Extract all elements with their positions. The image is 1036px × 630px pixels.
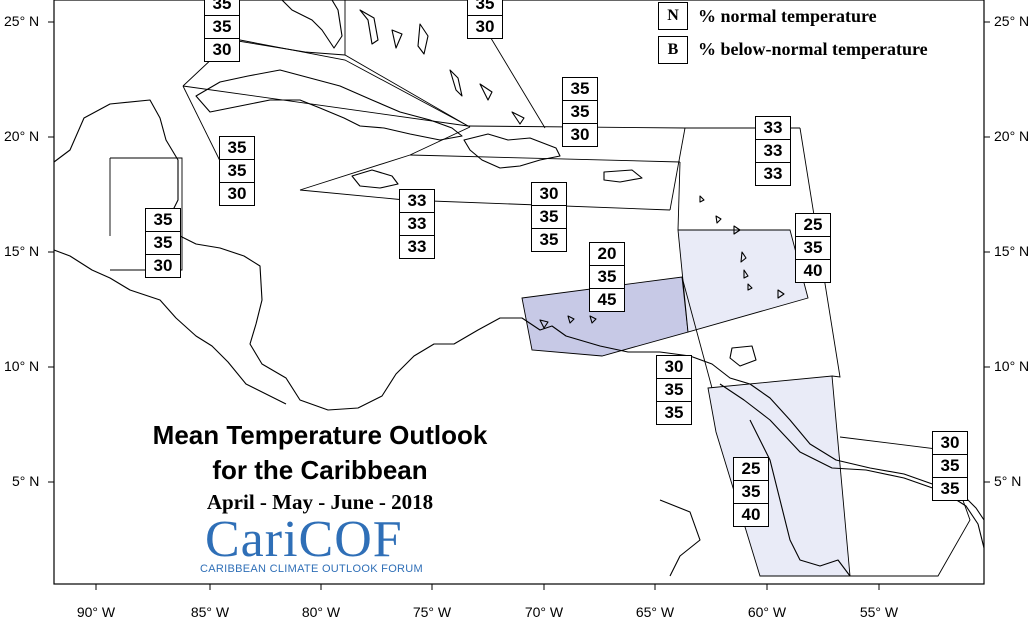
- stack-cell: 35: [146, 231, 180, 254]
- stack-cell: 40: [796, 259, 830, 282]
- lon-label-65: 65° W: [635, 604, 675, 620]
- lat-label-right-15: 15° N: [994, 243, 1030, 259]
- lon-label-60: 60° W: [747, 604, 787, 620]
- stack-cell: 35: [227, 138, 247, 157]
- stack-cell: 33: [400, 212, 434, 235]
- lat-label-right-5: 5° N: [994, 473, 1022, 489]
- stack-cell: 30: [220, 182, 254, 205]
- stack-cell: 35: [734, 480, 768, 503]
- stack-cell: 35: [796, 236, 830, 259]
- stack-cell: 35: [933, 454, 967, 477]
- stack-cuba: 35 35 30: [219, 136, 255, 206]
- stack-bahamas-west: 35 35 30: [204, 0, 240, 62]
- stack-cell: 25: [741, 459, 761, 478]
- stack-cell: 35: [657, 378, 691, 401]
- stack-cell: 33: [763, 118, 783, 137]
- stack-cell: 33: [756, 162, 790, 185]
- legend-normal-text: % normal temperature: [698, 6, 877, 26]
- lat-label-right-25: 25° N: [994, 13, 1030, 29]
- stack-cell: 35: [570, 79, 590, 98]
- stack-cell: 30: [940, 433, 960, 452]
- stack-cell: 30: [205, 38, 239, 61]
- stack-cell: 30: [146, 254, 180, 277]
- guyana-region-shade: [707, 375, 851, 577]
- stack-cell: 35: [657, 401, 691, 424]
- stack-cell: 35: [205, 15, 239, 38]
- stack-cell: 30: [539, 184, 559, 203]
- stack-cell: 30: [468, 15, 502, 38]
- stack-cell: 35: [153, 210, 173, 229]
- stack-cell: 30: [664, 357, 684, 376]
- abc-islands-region-shade: [521, 276, 689, 357]
- coastlines: [53, 0, 985, 577]
- stack-cell: 33: [400, 235, 434, 258]
- stack-hispaniola: 30 35 35: [531, 182, 567, 252]
- lat-label-left-15: 15° N: [4, 243, 40, 259]
- map-title-line2: for the Caribbean: [212, 455, 428, 485]
- stack-turks-caicos: 35 35 30: [562, 77, 598, 147]
- stack-cell: 35: [220, 159, 254, 182]
- stack-cell: 35: [475, 0, 495, 13]
- map-period: April - May - June - 2018: [206, 490, 434, 514]
- stack-cell: 35: [933, 477, 967, 500]
- legend-below-text: % below-normal temperature: [698, 39, 928, 59]
- stack-cell: 30: [563, 123, 597, 146]
- stack-abc-islands: 20 35 45: [589, 242, 625, 312]
- stack-cell: 45: [590, 288, 624, 311]
- lon-label-90: 90° W: [76, 604, 116, 620]
- stack-bahamas-east: 35 30: [467, 0, 503, 39]
- stack-belize: 35 35 30: [145, 208, 181, 278]
- lon-label-55: 55° W: [859, 604, 899, 620]
- stack-french-guiana: 30 35 35: [932, 431, 968, 501]
- lat-label-right-10: 10° N: [994, 358, 1030, 374]
- stack-cell: 33: [756, 139, 790, 162]
- stack-north-leewards: 33 33 33: [755, 116, 791, 186]
- stack-cell: 40: [734, 503, 768, 526]
- lon-label-80: 80° W: [301, 604, 341, 620]
- axis-ticks: [48, 21, 990, 590]
- legend-normal-key: N: [658, 2, 688, 30]
- stack-cell: 35: [590, 265, 624, 288]
- map-title-line1: Mean Temperature Outlook: [152, 420, 488, 450]
- stack-jamaica: 33 33 33: [399, 189, 435, 259]
- lon-label-70: 70° W: [524, 604, 564, 620]
- windwards-region-shade: [677, 229, 809, 333]
- lat-label-left-20: 20° N: [4, 128, 40, 144]
- stack-cell: 33: [407, 191, 427, 210]
- stack-trinidad: 30 35 35: [656, 355, 692, 425]
- lat-label-left-25: 25° N: [4, 13, 40, 29]
- lat-label-left-5: 5° N: [12, 473, 40, 489]
- caricof-logo: CariCOF: [205, 511, 403, 568]
- stack-cell: 20: [597, 244, 617, 263]
- stack-cell: 35: [532, 205, 566, 228]
- lon-label-75: 75° W: [412, 604, 452, 620]
- stack-cell: 25: [803, 215, 823, 234]
- lon-label-85: 85° W: [190, 604, 230, 620]
- stack-cell: 35: [212, 0, 232, 13]
- stack-cell: 35: [563, 100, 597, 123]
- caricof-logo-subtitle: CARIBBEAN CLIMATE OUTLOOK FORUM: [200, 563, 440, 575]
- lat-label-right-20: 20° N: [994, 128, 1030, 144]
- stack-cell: 35: [532, 228, 566, 251]
- map-frame: [53, 0, 985, 585]
- legend-below-key: B: [658, 36, 688, 64]
- stack-windwards: 25 35 40: [795, 213, 831, 283]
- stack-guyana: 25 35 40: [733, 457, 769, 527]
- lat-label-left-10: 10° N: [4, 358, 40, 374]
